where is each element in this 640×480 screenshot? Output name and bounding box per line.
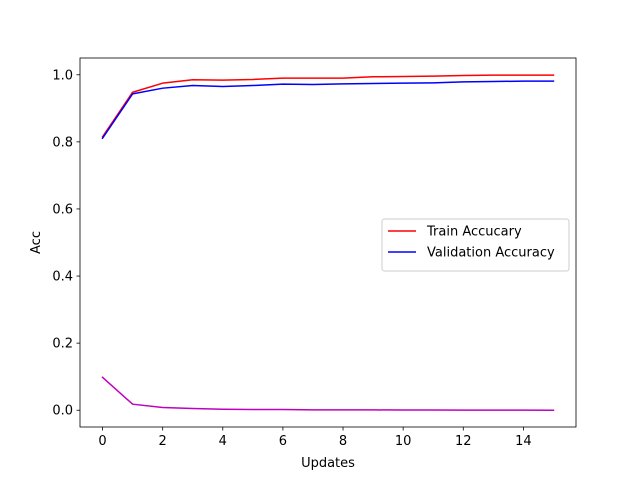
y-tick-label: 0.4	[52, 270, 73, 285]
y-axis-label: Acc	[29, 231, 44, 254]
legend-box	[381, 218, 570, 272]
x-tick-label: 12	[455, 434, 472, 449]
series-line-2	[101, 80, 555, 140]
y-tick-label: 1.0	[52, 68, 73, 83]
x-axis-ticks: 0 2 4 6 8 10 12 14	[98, 427, 532, 449]
y-tick-label: 0.6	[52, 202, 73, 217]
x-tick-label: 6	[279, 434, 287, 449]
x-axis-label: Updates	[301, 456, 355, 471]
series-line-1	[101, 74, 555, 138]
y-tick-label: 0.0	[52, 404, 73, 419]
legend: Train Accucary Validation Accuracy	[381, 218, 570, 272]
y-tick-label: 0.2	[52, 337, 73, 352]
x-tick-label: 8	[339, 434, 347, 449]
series-layer	[101, 74, 555, 411]
plot-frame	[79, 57, 577, 428]
legend-label-2: Validation Accuracy	[427, 246, 555, 261]
series-line-3	[101, 376, 555, 411]
y-axis-ticks: 0.0 0.2 0.4 0.6 0.8 1.0	[52, 68, 80, 419]
x-tick-label: 0	[98, 434, 106, 449]
x-tick-label: 2	[159, 434, 167, 449]
x-tick-label: 4	[219, 434, 227, 449]
legend-label-1: Train Accucary	[426, 225, 522, 240]
x-tick-label: 10	[395, 434, 412, 449]
y-tick-label: 0.8	[52, 135, 73, 150]
x-tick-label: 14	[515, 434, 532, 449]
